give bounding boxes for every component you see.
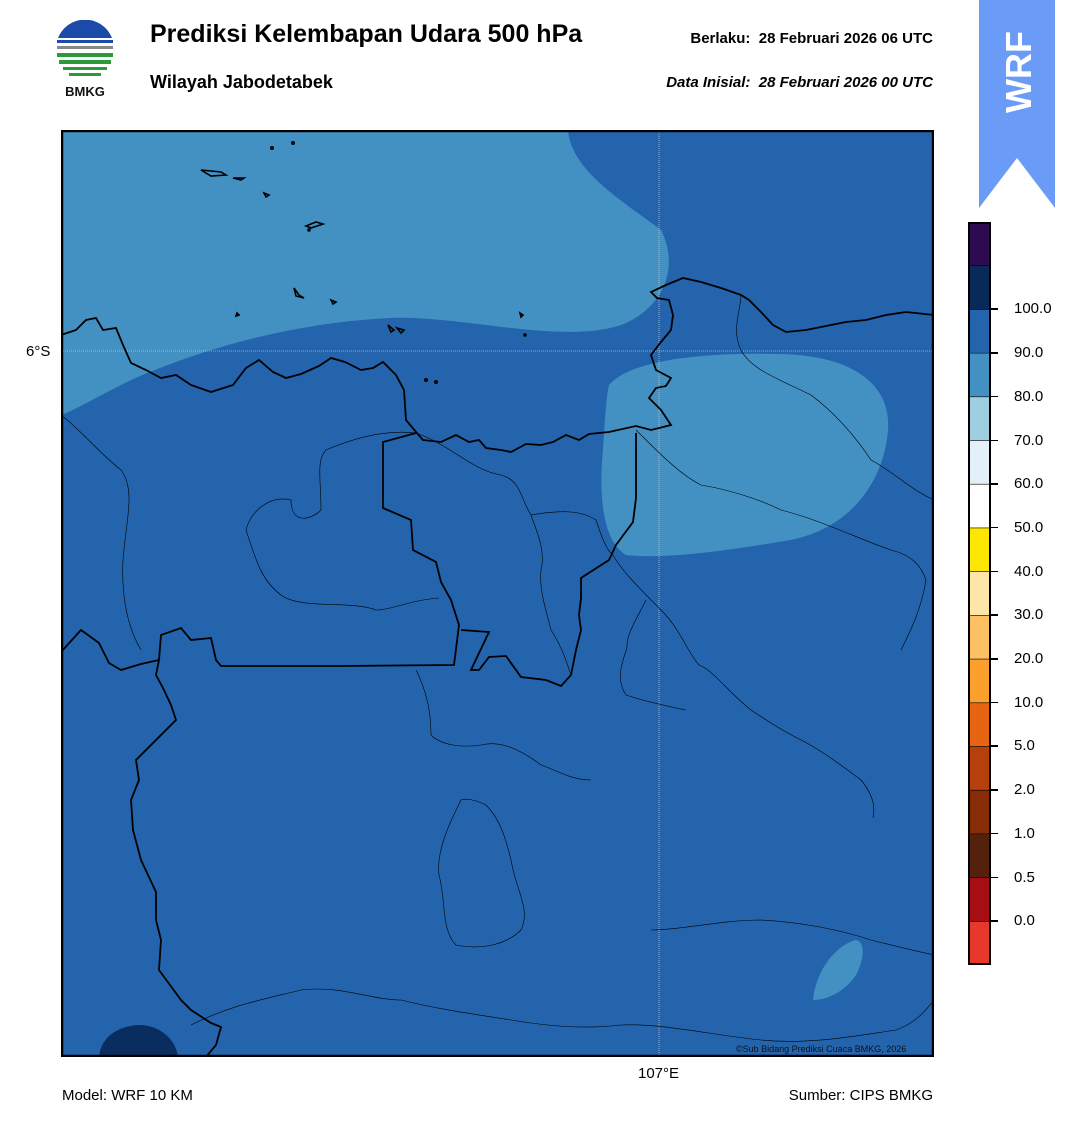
- thousand-islands: [200, 141, 527, 385]
- bmkg-logo: [56, 20, 114, 79]
- humidity-map: ©Sub Bidang Prediksi Cuaca BMKG, 2026: [61, 130, 934, 1057]
- colorbar-tick: [991, 308, 998, 310]
- valid-label: Berlaku:: [690, 30, 751, 47]
- colorbar-tick: [991, 745, 998, 747]
- colorbar-segment: [968, 484, 991, 529]
- latitude-label: 6°S: [26, 343, 51, 360]
- init-time-value: 28 Februari 2026 00 UTC: [758, 74, 933, 91]
- colorbar-frame: [968, 222, 991, 965]
- colorbar-segment: [968, 702, 991, 747]
- valid-time-value: 28 Februari 2026 06 UTC: [758, 30, 933, 47]
- wrf-badge-text: WRF: [998, 31, 1039, 113]
- colorbar-tick-label: 90.0: [1014, 344, 1044, 362]
- wrf-badge: WRF: [979, 0, 1055, 208]
- colorbar-tick-label: 10.0: [1014, 693, 1044, 711]
- colorbar-tick: [991, 876, 998, 879]
- colorbar-tick-label: 30.0: [1014, 606, 1044, 624]
- colorbar-segment: [968, 921, 991, 965]
- colorbar-tick-label: 40.0: [1014, 562, 1044, 580]
- longitude-label: 107°E: [638, 1065, 680, 1082]
- colorbar-segment: [968, 571, 991, 616]
- logo-text: BMKG: [65, 84, 105, 99]
- colorbar-tick: [991, 570, 998, 573]
- colorbar-tick: [991, 658, 998, 660]
- colorbar-tick: [991, 789, 998, 791]
- colorbar-segment: [968, 265, 991, 310]
- colorbar-tick-label: 50.0: [1014, 518, 1044, 536]
- model-label: Model: WRF 10 KM: [62, 1087, 193, 1104]
- map-subtitle: Wilayah Jabodetabek: [150, 72, 333, 92]
- colorbar-tick-label: 5.0: [1014, 737, 1035, 755]
- colorbar-tick: [991, 701, 998, 704]
- colorbar-tick: [991, 483, 998, 485]
- colorbar-segment: [968, 877, 991, 922]
- colorbar-tick: [991, 920, 998, 922]
- init-time: Data Inisial: 28 Februari 2026 00 UTC: [666, 74, 933, 91]
- province-boundary: [61, 432, 637, 1057]
- valid-time: Berlaku: 28 Februari 2026 06 UTC: [690, 30, 933, 47]
- colorbar-tick-label: 60.0: [1014, 475, 1044, 493]
- colorbar-segment: [968, 527, 991, 573]
- colorbar-segment: [968, 396, 991, 442]
- colorbar-segment: [968, 833, 991, 879]
- wet-patch-southwest: [99, 1025, 178, 1057]
- colorbar-tick: [991, 526, 998, 529]
- colorbar-tick-label: 80.0: [1014, 387, 1044, 405]
- moist-patch-east: [601, 353, 889, 557]
- colorbar-tick-label: 1.0: [1014, 824, 1035, 842]
- colorbar-segment: [968, 615, 991, 660]
- colorbar-segment: [968, 659, 991, 704]
- colorbar-tick: [991, 832, 998, 835]
- init-label: Data Inisial:: [666, 74, 751, 91]
- colorbar-tick-label: 20.0: [1014, 650, 1044, 668]
- colorbar-segment: [968, 309, 991, 354]
- humidity-colorbar: [968, 222, 991, 965]
- colorbar-segment: [968, 790, 991, 835]
- coastline: [61, 277, 934, 453]
- colorbar-tick: [991, 439, 998, 442]
- colorbar-tick: [991, 395, 998, 398]
- district-boundaries: [61, 294, 934, 1042]
- colorbar-segment: [968, 222, 991, 267]
- map-frame: [61, 130, 934, 1057]
- source-label: Sumber: CIPS BMKG: [788, 1087, 933, 1104]
- colorbar-segment: [968, 440, 991, 485]
- colorbar-tick-label: 0.5: [1014, 868, 1035, 886]
- colorbar-tick-label: 70.0: [1014, 431, 1044, 449]
- map-credit: ©Sub Bidang Prediksi Cuaca BMKG, 2026: [736, 1044, 906, 1054]
- map-title: Prediksi Kelembapan Udara 500 hPa: [150, 20, 583, 48]
- colorbar-tick-label: 0.0: [1014, 912, 1035, 930]
- colorbar-segment: [968, 353, 991, 398]
- colorbar-tick-label: 2.0: [1014, 781, 1035, 799]
- moist-patch-northwest: [61, 130, 669, 415]
- colorbar-tick-label: 100.0: [1014, 300, 1052, 318]
- colorbar-segment: [968, 746, 991, 791]
- moist-patch-southeast: [813, 940, 863, 1000]
- colorbar-tick: [991, 352, 998, 354]
- colorbar-tick: [991, 614, 998, 616]
